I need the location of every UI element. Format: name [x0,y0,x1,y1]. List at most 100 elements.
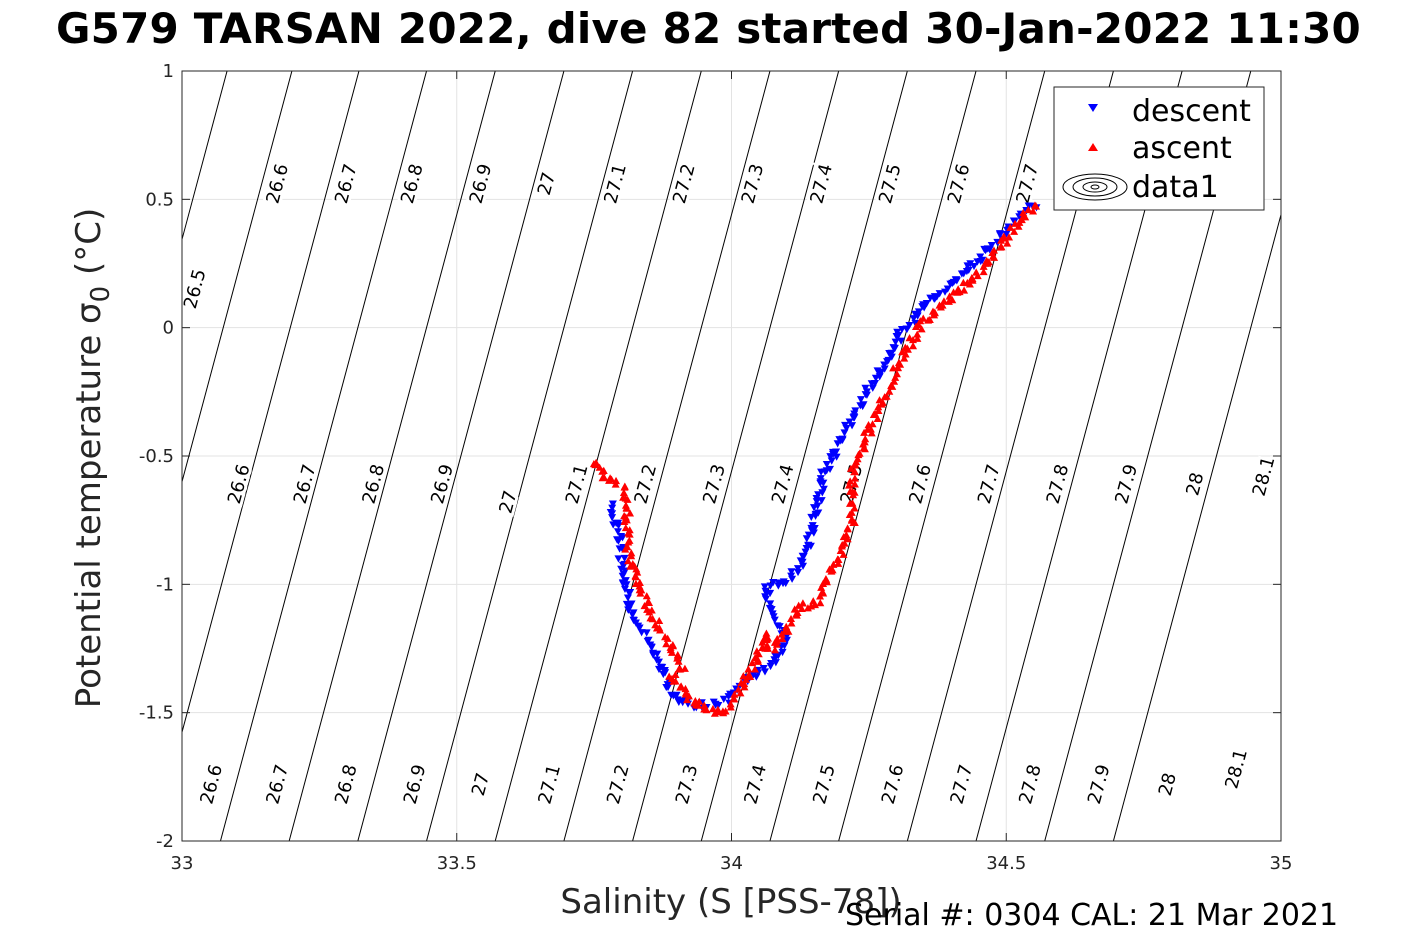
descent-marker [793,565,802,573]
descent-marker [880,361,889,369]
ascent-marker [683,695,692,704]
descent-marker [816,479,825,487]
ascent-marker [700,705,709,713]
descent-marker [969,262,978,271]
ascent-marker [710,709,719,717]
descent-marker [889,344,898,352]
isopycnal-line [182,71,228,242]
x-tick-label: 33 [171,853,194,874]
descent-marker [774,579,783,587]
descent-marker [766,606,775,614]
ascent-marker [846,477,855,485]
descent-marker [914,308,923,316]
descent-marker [850,414,859,422]
ascent-marker [1030,201,1039,209]
ascent-marker [642,592,651,600]
ascent-marker [861,435,870,443]
descent-marker [897,326,906,334]
descent-marker [858,402,867,411]
descent-marker [840,429,849,437]
descent-marker [749,671,758,679]
ascent-marker [625,536,634,544]
descent-marker [845,418,854,426]
ascent-marker [849,518,858,526]
ascent-marker [635,586,644,594]
legend-ascent-label: ascent [1132,131,1232,166]
descent-marker [673,696,682,704]
ascent-marker [829,560,838,568]
x-axis-label: Salinity (S [PSS-78]) [560,882,901,922]
ascent-marker [627,549,636,557]
ascent-marker [878,398,887,407]
ascent-marker [891,373,900,381]
ascent-marker [631,573,640,581]
ascent-marker [595,463,604,471]
ascent-marker [909,335,918,344]
descent-marker [801,548,810,556]
legend-contour-ring-3 [1082,181,1108,193]
descent-marker [963,262,972,270]
legend: descent ascent data1 [1053,86,1265,211]
ascent-marker [777,630,786,638]
descent-marker [626,588,635,597]
ascent-marker [909,342,918,350]
ascent-marker [726,703,735,711]
descent-marker [926,294,935,302]
ascent-marker [960,286,969,294]
descent-marker [724,693,733,701]
ascent-marker [787,614,796,623]
descent-marker [608,510,617,518]
ascent-marker [846,464,855,472]
ascent-marker [700,701,709,709]
descent-marker [777,643,786,651]
ascent-marker [834,555,843,563]
legend-contour-ring-4 [1090,184,1100,190]
ascent-marker [773,637,782,645]
ascent-marker [949,288,958,296]
ascent-marker [782,627,791,635]
ascent-marker [999,232,1008,240]
descent-marker [608,500,617,508]
descent-marker [827,457,836,465]
ascent-marker [854,450,863,459]
ascent-marker [758,638,767,646]
ascent-marker [778,634,787,643]
descent-marker [867,380,876,388]
descent-marker [987,241,996,250]
ascent-marker [623,542,632,551]
isopycnal-line [426,71,634,841]
ascent-marker [681,688,690,697]
descent-marker [911,319,920,328]
ascent-marker [758,643,767,652]
isopycnal-line [700,71,908,841]
ascent-marker [1024,205,1033,214]
descent-marker [893,328,902,336]
legend-ascent-marker [1088,143,1098,151]
isopycnal-line [1112,212,1281,841]
ascent-marker [997,243,1006,251]
ascent-marker [860,428,869,436]
descent-marker [614,555,623,563]
ascent-marker [599,466,608,474]
descent-marker [873,367,882,375]
ascent-marker [671,677,680,685]
y-axis-ticks: 1 0.5 0 -0.5 -1 -1.5 -2 [139,61,1281,852]
y-tick-label: -2 [156,831,174,852]
ascent-marker [989,252,998,260]
descent-marker [770,616,779,624]
ascent-marker [827,567,836,575]
ascent-marker [837,542,846,550]
ascent-marker [924,316,933,324]
descent-marker [760,583,769,591]
y-tick-label: 1 [163,61,174,82]
ascent-marker [839,550,848,558]
legend-contour-ring-2 [1072,177,1118,197]
ascent-marker [625,526,634,534]
ascent-marker [673,651,682,659]
ascent-marker [619,488,628,497]
descent-marker [627,600,636,608]
descent-marker [761,595,770,603]
x-tick-label: 35 [1270,853,1293,874]
ascent-marker [843,534,852,543]
ascent-marker [836,546,845,555]
